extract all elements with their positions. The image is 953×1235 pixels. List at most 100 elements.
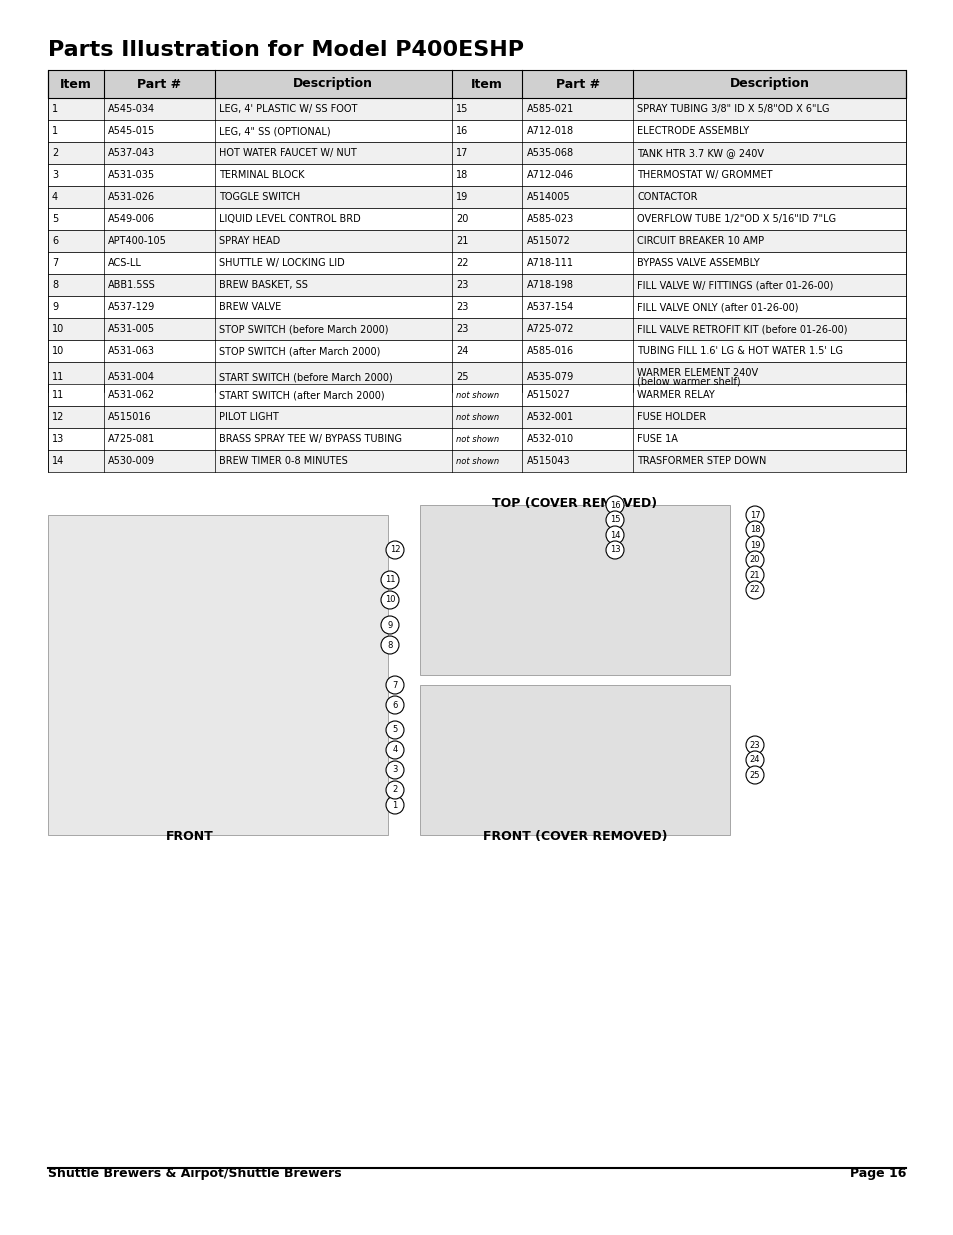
Text: Part #: Part # bbox=[556, 78, 599, 90]
Text: START SWITCH (after March 2000): START SWITCH (after March 2000) bbox=[218, 390, 384, 400]
Text: 8: 8 bbox=[387, 641, 393, 650]
Text: TOGGLE SWITCH: TOGGLE SWITCH bbox=[218, 191, 299, 203]
Text: APT400-105: APT400-105 bbox=[108, 236, 166, 246]
Text: Description: Description bbox=[293, 78, 373, 90]
Circle shape bbox=[380, 592, 398, 609]
Text: (below warmer shelf): (below warmer shelf) bbox=[637, 375, 740, 387]
Text: A532-001: A532-001 bbox=[526, 412, 573, 422]
Text: BREW VALVE: BREW VALVE bbox=[218, 303, 280, 312]
Text: LEG, 4" SS (OPTIONAL): LEG, 4" SS (OPTIONAL) bbox=[218, 126, 330, 136]
Text: 23: 23 bbox=[456, 280, 468, 290]
Bar bbox=[48, 207, 905, 230]
Text: A515027: A515027 bbox=[526, 390, 570, 400]
Text: 19: 19 bbox=[749, 541, 760, 550]
Text: A585-021: A585-021 bbox=[526, 104, 573, 114]
Text: 1: 1 bbox=[52, 126, 58, 136]
Text: START SWITCH (before March 2000): START SWITCH (before March 2000) bbox=[218, 372, 392, 382]
Text: 15: 15 bbox=[456, 104, 468, 114]
Text: SPRAY HEAD: SPRAY HEAD bbox=[218, 236, 279, 246]
Text: A532-010: A532-010 bbox=[526, 433, 573, 445]
Circle shape bbox=[745, 506, 763, 524]
Text: Part #: Part # bbox=[137, 78, 181, 90]
Bar bbox=[48, 230, 905, 252]
Text: 10: 10 bbox=[384, 595, 395, 604]
Text: Item: Item bbox=[60, 78, 91, 90]
Text: WARMER RELAY: WARMER RELAY bbox=[637, 390, 715, 400]
Text: A545-015: A545-015 bbox=[108, 126, 154, 136]
Text: A712-046: A712-046 bbox=[526, 170, 573, 180]
Text: A725-081: A725-081 bbox=[108, 433, 154, 445]
Circle shape bbox=[386, 697, 403, 714]
Text: TUBING FILL 1.6' LG & HOT WATER 1.5' LG: TUBING FILL 1.6' LG & HOT WATER 1.5' LG bbox=[637, 346, 842, 356]
Text: Item: Item bbox=[471, 78, 502, 90]
Text: A530-009: A530-009 bbox=[108, 456, 154, 466]
Text: 13: 13 bbox=[52, 433, 64, 445]
Text: A531-026: A531-026 bbox=[108, 191, 154, 203]
Circle shape bbox=[386, 761, 403, 779]
Text: A515016: A515016 bbox=[108, 412, 151, 422]
Circle shape bbox=[386, 797, 403, 814]
Text: STOP SWITCH (after March 2000): STOP SWITCH (after March 2000) bbox=[218, 346, 379, 356]
Text: 21: 21 bbox=[749, 571, 760, 579]
Text: ACS-LL: ACS-LL bbox=[108, 258, 141, 268]
Text: 13: 13 bbox=[609, 546, 619, 555]
Text: 25: 25 bbox=[749, 771, 760, 779]
Text: 25: 25 bbox=[456, 372, 468, 382]
Text: 6: 6 bbox=[52, 236, 58, 246]
Text: 14: 14 bbox=[52, 456, 64, 466]
Text: 1: 1 bbox=[392, 800, 397, 809]
Text: A537-154: A537-154 bbox=[526, 303, 573, 312]
Circle shape bbox=[745, 551, 763, 569]
Circle shape bbox=[605, 526, 623, 543]
Text: WARMER ELEMENT 240V: WARMER ELEMENT 240V bbox=[637, 368, 758, 378]
Text: A535-079: A535-079 bbox=[526, 372, 573, 382]
Bar bbox=[48, 406, 905, 429]
Circle shape bbox=[745, 736, 763, 755]
Text: 8: 8 bbox=[52, 280, 58, 290]
Circle shape bbox=[745, 536, 763, 555]
Circle shape bbox=[386, 781, 403, 799]
Bar bbox=[48, 164, 905, 186]
Text: 5: 5 bbox=[52, 214, 58, 224]
Text: BYPASS VALVE ASSEMBLY: BYPASS VALVE ASSEMBLY bbox=[637, 258, 760, 268]
Text: 3: 3 bbox=[392, 766, 397, 774]
Text: A585-023: A585-023 bbox=[526, 214, 573, 224]
Text: A515043: A515043 bbox=[526, 456, 570, 466]
Bar bbox=[48, 450, 905, 472]
Text: 11: 11 bbox=[384, 576, 395, 584]
Circle shape bbox=[745, 566, 763, 584]
Text: A718-198: A718-198 bbox=[526, 280, 573, 290]
Bar bbox=[48, 142, 905, 164]
Text: 11: 11 bbox=[52, 390, 64, 400]
Bar bbox=[48, 70, 905, 98]
Text: FILL VALVE ONLY (after 01-26-00): FILL VALVE ONLY (after 01-26-00) bbox=[637, 303, 798, 312]
Text: 9: 9 bbox=[387, 620, 393, 630]
Text: 23: 23 bbox=[749, 741, 760, 750]
Text: TRASFORMER STEP DOWN: TRASFORMER STEP DOWN bbox=[637, 456, 766, 466]
Circle shape bbox=[380, 616, 398, 634]
Bar bbox=[48, 429, 905, 450]
Text: TERMINAL BLOCK: TERMINAL BLOCK bbox=[218, 170, 304, 180]
Text: 18: 18 bbox=[749, 526, 760, 535]
Text: BREW TIMER 0-8 MINUTES: BREW TIMER 0-8 MINUTES bbox=[218, 456, 347, 466]
Text: Page 16: Page 16 bbox=[849, 1167, 905, 1179]
Text: 5: 5 bbox=[392, 725, 397, 735]
Bar bbox=[419, 505, 729, 676]
Bar bbox=[48, 296, 905, 317]
Text: FUSE HOLDER: FUSE HOLDER bbox=[637, 412, 706, 422]
Circle shape bbox=[605, 496, 623, 514]
Text: FUSE 1A: FUSE 1A bbox=[637, 433, 678, 445]
Circle shape bbox=[605, 511, 623, 529]
Text: 17: 17 bbox=[456, 148, 468, 158]
Circle shape bbox=[745, 521, 763, 538]
Bar bbox=[48, 120, 905, 142]
Text: 20: 20 bbox=[456, 214, 468, 224]
Text: 3: 3 bbox=[52, 170, 58, 180]
Text: 16: 16 bbox=[456, 126, 468, 136]
Text: PILOT LIGHT: PILOT LIGHT bbox=[218, 412, 278, 422]
Text: Parts Illustration for Model P400ESHP: Parts Illustration for Model P400ESHP bbox=[48, 40, 523, 61]
Text: not shown: not shown bbox=[456, 390, 498, 399]
Text: 22: 22 bbox=[456, 258, 468, 268]
Text: 21: 21 bbox=[456, 236, 468, 246]
Text: not shown: not shown bbox=[456, 457, 498, 466]
